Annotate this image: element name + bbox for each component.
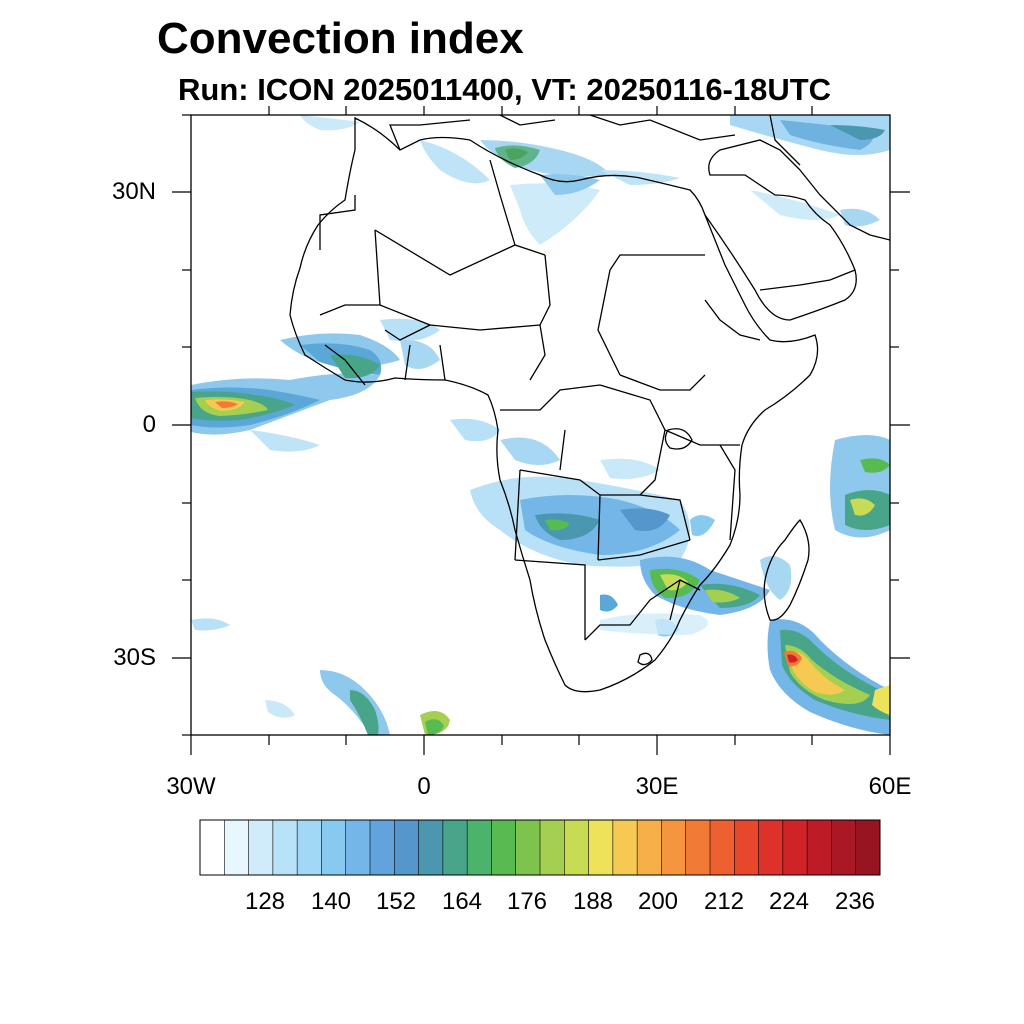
colorbar-swatch — [612, 820, 638, 875]
lat-label-30n: 30N — [111, 178, 156, 205]
colorbar-swatch — [661, 820, 687, 875]
colorbar-swatch — [345, 820, 371, 875]
colorbar-swatch — [418, 820, 444, 875]
lon-label-60e: 60E — [868, 773, 912, 800]
coastline-borders — [289, 115, 890, 693]
colorbar-swatch — [540, 820, 565, 875]
colorbar-swatch — [515, 820, 541, 875]
colorbar-label: 212 — [703, 888, 745, 915]
colorbar-swatch — [685, 820, 711, 875]
colorbar-swatch — [782, 820, 808, 875]
colorbar-label: 140 — [310, 888, 352, 915]
colorbar-swatch — [224, 820, 249, 875]
lat-label-30s: 30S — [113, 644, 156, 671]
colorbar-swatch — [467, 820, 492, 875]
convection-field — [191, 115, 890, 735]
colorbar-swatch — [248, 820, 274, 875]
colorbar-swatch — [200, 820, 225, 875]
colorbar-label: 236 — [834, 888, 876, 915]
colorbar-swatch — [370, 820, 395, 875]
colorbar-swatch — [272, 820, 298, 875]
colorbar-swatch — [588, 820, 614, 875]
colorbar-swatch — [394, 820, 419, 875]
colorbar-label: 164 — [441, 888, 483, 915]
colorbar-swatch — [710, 820, 735, 875]
colorbar-swatch — [491, 820, 517, 875]
colorbar-swatch — [758, 820, 784, 875]
colorbar-swatch — [564, 820, 589, 875]
colorbar-label: 128 — [244, 888, 286, 915]
colorbar-swatch — [855, 820, 881, 875]
colorbar-frame — [199, 819, 881, 876]
colorbar-swatch — [734, 820, 759, 875]
colorbar-swatch — [637, 820, 662, 875]
colorbar-label: 200 — [637, 888, 679, 915]
map-title: Convection index — [157, 14, 524, 63]
colorbar-label: 176 — [506, 888, 548, 915]
colorbar-swatch — [297, 820, 322, 875]
lon-label-30w: 30W — [166, 773, 216, 800]
colorbar-label: 224 — [768, 888, 810, 915]
lat-label-0: 0 — [142, 411, 156, 438]
lon-label-0: 0 — [417, 773, 431, 800]
colorbar-label: 188 — [572, 888, 614, 915]
colorbar-swatch — [831, 820, 857, 875]
colorbar-swatch — [442, 820, 468, 875]
colorbar-label: 152 — [375, 888, 417, 915]
colorbar — [199, 819, 881, 876]
lon-label-30e: 30E — [635, 773, 679, 800]
axis-ticks — [172, 106, 910, 755]
map-subtitle: Run: ICON 2025011400, VT: 20250116-18UTC — [178, 72, 832, 107]
colorbar-swatch — [807, 820, 832, 875]
colorbar-swatch — [321, 820, 347, 875]
